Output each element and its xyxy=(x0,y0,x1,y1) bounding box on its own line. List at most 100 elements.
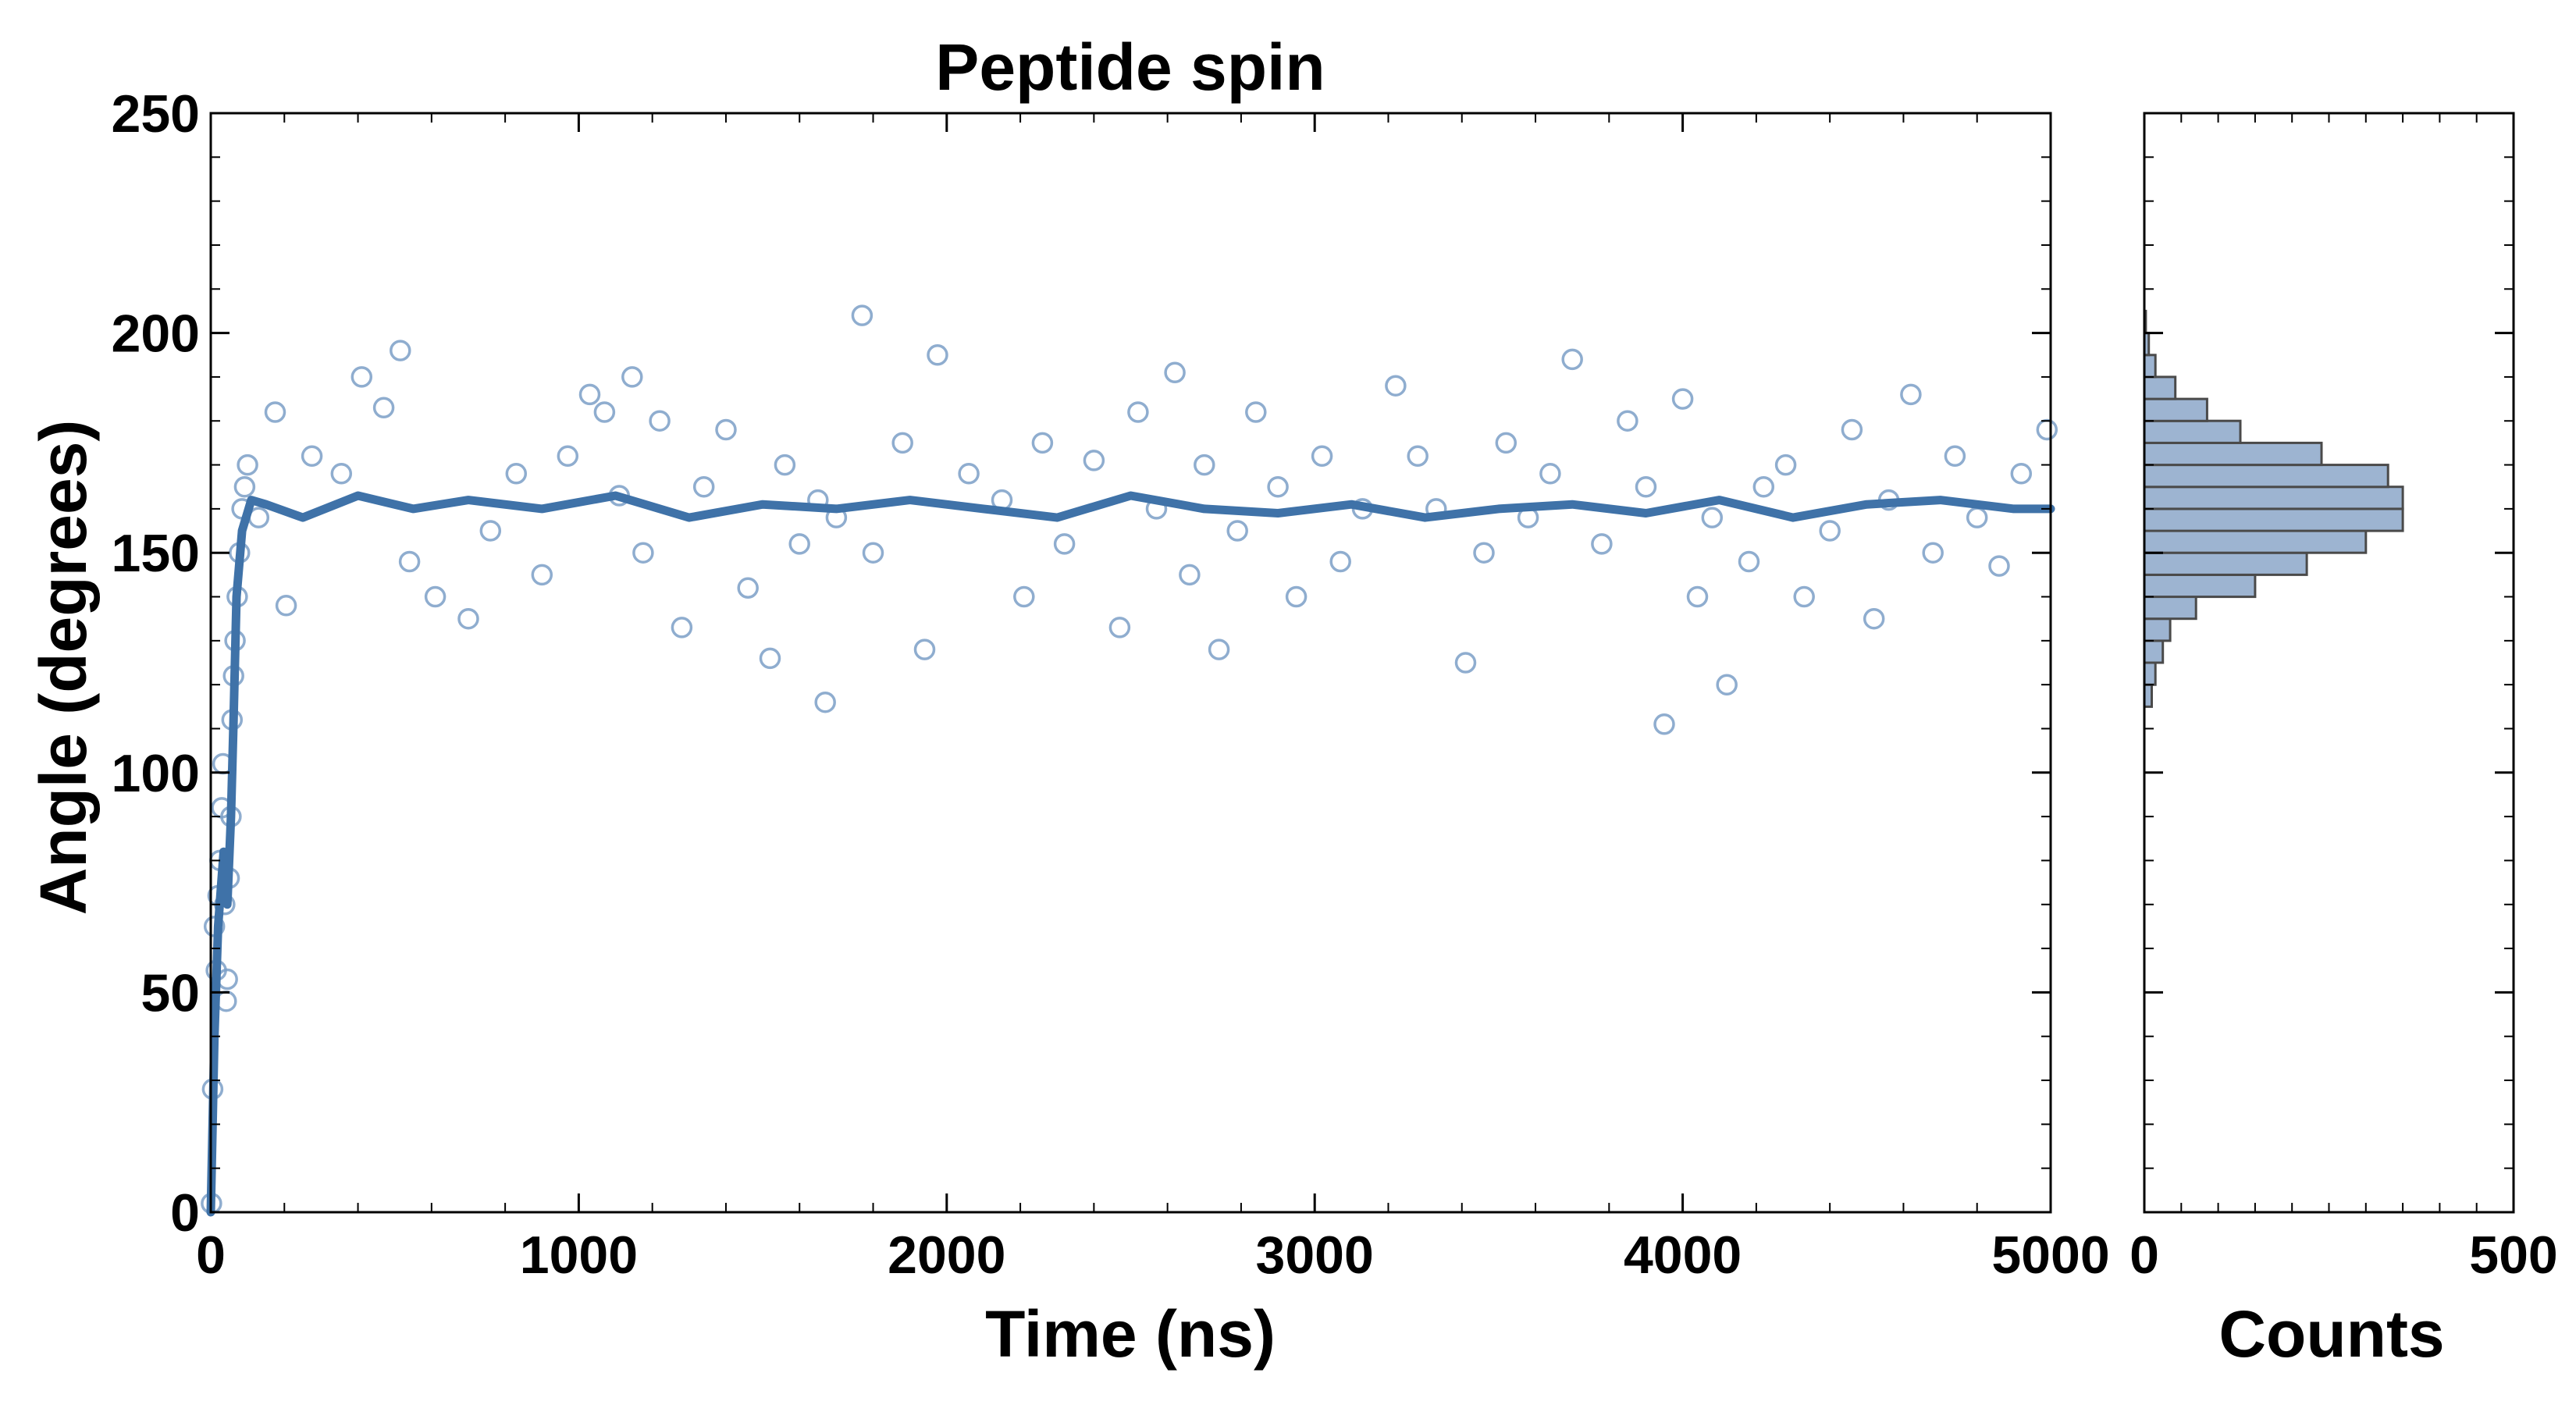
x-tick-label: 2000 xyxy=(888,1225,1005,1285)
scatter-point xyxy=(1539,463,1561,485)
x-axis-label: Time (ns) xyxy=(985,1297,1276,1371)
scatter-point xyxy=(715,418,737,441)
x-tick-label: 4000 xyxy=(1624,1225,1742,1285)
scatter-point xyxy=(1031,432,1054,454)
scatter-point xyxy=(1311,445,1333,468)
histogram-x-axis-label: Counts xyxy=(2218,1297,2444,1371)
histogram-bar xyxy=(2143,507,2404,532)
scatter-point xyxy=(692,475,715,498)
scatter-point xyxy=(1495,432,1517,454)
scatter-point xyxy=(457,607,479,630)
scatter-point xyxy=(1716,674,1738,695)
scatter-point xyxy=(1053,533,1076,555)
y-tick-label: 100 xyxy=(112,744,200,803)
histogram-bar xyxy=(2143,375,2177,400)
scatter-point xyxy=(372,397,395,419)
scatter-point xyxy=(1245,401,1267,423)
histogram-bar xyxy=(2143,354,2157,379)
x-tick-label: 0 xyxy=(196,1225,226,1285)
scatter-point xyxy=(958,463,980,485)
scatter-point xyxy=(264,401,286,423)
scatter-point xyxy=(233,475,256,498)
histogram-bar xyxy=(2143,529,2368,554)
scatter-point xyxy=(1841,418,1863,441)
y-tick-label: 150 xyxy=(112,524,200,583)
histogram-bar xyxy=(2143,486,2404,510)
histogram-bar xyxy=(2143,573,2257,599)
scatter-point xyxy=(1900,383,1922,406)
scatter-point xyxy=(350,366,373,388)
scatter-point xyxy=(1944,445,1966,468)
y-tick-label: 250 xyxy=(112,84,200,144)
scatter-point xyxy=(578,383,601,406)
scatter-point xyxy=(891,432,913,454)
scatter-point xyxy=(1793,585,1815,608)
scatter-point xyxy=(424,585,447,608)
scatter-point xyxy=(1591,533,1613,555)
scatter-point xyxy=(1653,713,1675,735)
y-tick-label: 200 xyxy=(112,304,200,364)
y-tick-label: 50 xyxy=(141,963,200,1023)
scatter-point xyxy=(851,304,873,326)
scatter-point xyxy=(1671,388,1694,410)
scatter-point xyxy=(1686,585,1709,608)
scatter-point xyxy=(1179,564,1201,586)
scatter-point xyxy=(1966,507,1988,528)
scatter-point xyxy=(301,445,323,468)
histogram-bar xyxy=(2143,464,2389,489)
histogram-x-tick-label: 0 xyxy=(2129,1225,2159,1285)
scatter-point xyxy=(1127,401,1149,423)
scatter-point xyxy=(398,550,421,573)
scatter-point xyxy=(621,366,643,388)
scatter-point xyxy=(1863,607,1885,630)
histogram-bar xyxy=(2143,617,2172,642)
scatter-point xyxy=(1407,445,1429,468)
histogram-bar xyxy=(2143,441,2323,467)
histogram-bar xyxy=(2143,639,2165,664)
scatter-point xyxy=(1738,550,1760,573)
main-plot-area: 0 1000 2000 3000 4000 5000 0 50 100 150 200 250 xyxy=(112,84,2110,1285)
scatter-point xyxy=(1267,475,1289,498)
scatter-point xyxy=(1108,617,1131,638)
scatter-point xyxy=(1329,550,1351,573)
scatter-point xyxy=(557,445,579,468)
scatter-point xyxy=(275,595,297,617)
histogram-bar xyxy=(2143,596,2197,621)
scatter-point xyxy=(788,533,810,555)
histogram-frame xyxy=(2143,112,2515,1214)
scatter-point xyxy=(632,542,654,564)
scatter-point xyxy=(927,344,948,366)
scatter-point xyxy=(593,401,616,423)
scatter-point xyxy=(1617,410,1638,432)
scatter-point xyxy=(2010,463,2033,485)
scatter-point xyxy=(1083,450,1105,471)
scatter-point xyxy=(1013,585,1035,608)
chart-title: Peptide spin xyxy=(935,30,1325,104)
x-tick-label: 3000 xyxy=(1256,1225,1374,1285)
histogram-x-tick-label: 500 xyxy=(2469,1225,2557,1285)
scatter-point xyxy=(1473,542,1495,564)
scatter-point xyxy=(1922,542,1944,564)
scatter-point xyxy=(814,691,836,713)
scatter-point xyxy=(1285,585,1308,608)
x-tick-label: 5000 xyxy=(1991,1225,2109,1285)
scatter-point xyxy=(774,454,796,476)
scatter-point xyxy=(737,577,759,599)
scatter-point xyxy=(1819,520,1841,542)
histogram-bar xyxy=(2143,419,2242,444)
scatter-point xyxy=(1226,520,1248,542)
histogram-bar xyxy=(2143,661,2157,686)
y-tick-label: 0 xyxy=(170,1183,200,1243)
scatter-point xyxy=(649,410,671,432)
scatter-point xyxy=(1774,454,1797,476)
scatter-point xyxy=(1561,348,1583,371)
scatter-point xyxy=(759,647,781,670)
scatter-point xyxy=(2036,418,2058,441)
scatter-point xyxy=(1635,475,1657,498)
main-plot-frame xyxy=(209,112,2052,1214)
y-axis-label: Angle (degrees) xyxy=(27,420,100,916)
scatter-point xyxy=(505,463,528,485)
scatter-point xyxy=(237,454,258,476)
scatter-point xyxy=(913,638,936,660)
scatter-point xyxy=(1752,475,1775,498)
